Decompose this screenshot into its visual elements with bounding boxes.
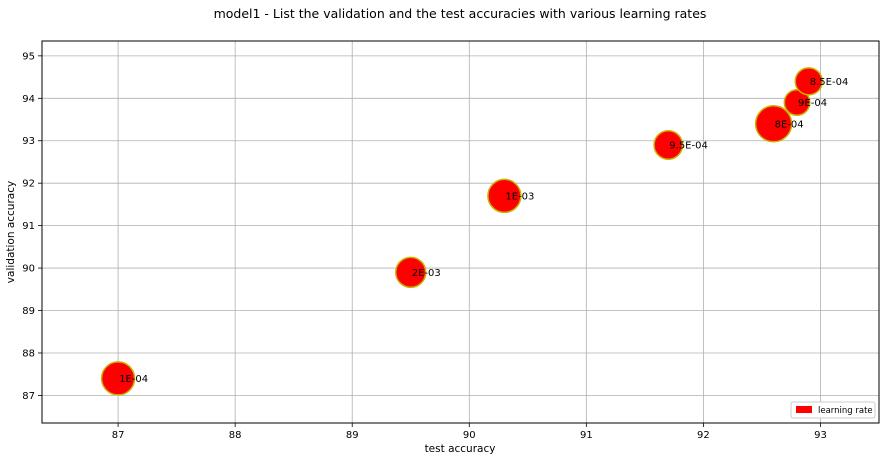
data-point xyxy=(754,105,793,143)
y-tick-label: 93 xyxy=(22,136,35,147)
data-point-label: 1E-04 xyxy=(119,374,148,385)
data-point xyxy=(487,178,522,214)
y-axis-ticks: 87 88 89 90 91 92 93 94 95 xyxy=(22,51,42,402)
grid-lines xyxy=(42,41,879,423)
y-tick-label: 95 xyxy=(22,51,35,62)
y-tick-label: 92 xyxy=(22,179,35,190)
plot-frame xyxy=(41,40,880,424)
legend-label: learning rate xyxy=(818,406,873,416)
y-tick-label: 88 xyxy=(22,348,35,359)
x-tick-label: 90 xyxy=(463,430,476,441)
data-point-label: 2E-03 xyxy=(412,268,441,279)
data-point-label: 9.5E-04 xyxy=(669,140,708,151)
x-tick-label: 93 xyxy=(814,430,827,441)
y-tick-label: 90 xyxy=(22,264,35,275)
x-tick-label: 92 xyxy=(697,430,710,441)
y-axis-label: validation accuracy xyxy=(5,181,17,283)
legend: learning rate xyxy=(790,401,876,419)
chart-title: model1 - List the validation and the tes… xyxy=(214,6,707,21)
x-axis-ticks: 87 88 89 90 91 92 93 xyxy=(112,423,827,441)
x-tick-label: 89 xyxy=(346,430,359,441)
data-points: 1E-04 2E-03 1E-03 9.5E-04 8E-04 9E-04 8.5E-04 xyxy=(100,67,849,396)
data-point-label: 8.5E-04 xyxy=(810,77,849,88)
data-point xyxy=(794,67,824,96)
x-axis-label: test accuracy xyxy=(425,443,496,455)
legend-swatch xyxy=(796,406,812,413)
data-point-label: 9E-04 xyxy=(798,98,827,109)
data-point xyxy=(100,361,136,396)
x-tick-label: 87 xyxy=(112,430,125,441)
data-point xyxy=(783,89,811,117)
y-tick-label: 89 xyxy=(22,306,35,317)
x-tick-label: 88 xyxy=(229,430,242,441)
x-tick-label: 91 xyxy=(580,430,593,441)
data-point xyxy=(653,129,684,160)
y-tick-label: 94 xyxy=(22,94,35,105)
y-tick-label: 91 xyxy=(22,221,35,232)
data-point-label: 8E-04 xyxy=(775,119,804,130)
data-point-label: 1E-03 xyxy=(505,191,534,202)
data-point xyxy=(394,256,427,289)
y-tick-label: 87 xyxy=(22,391,35,402)
